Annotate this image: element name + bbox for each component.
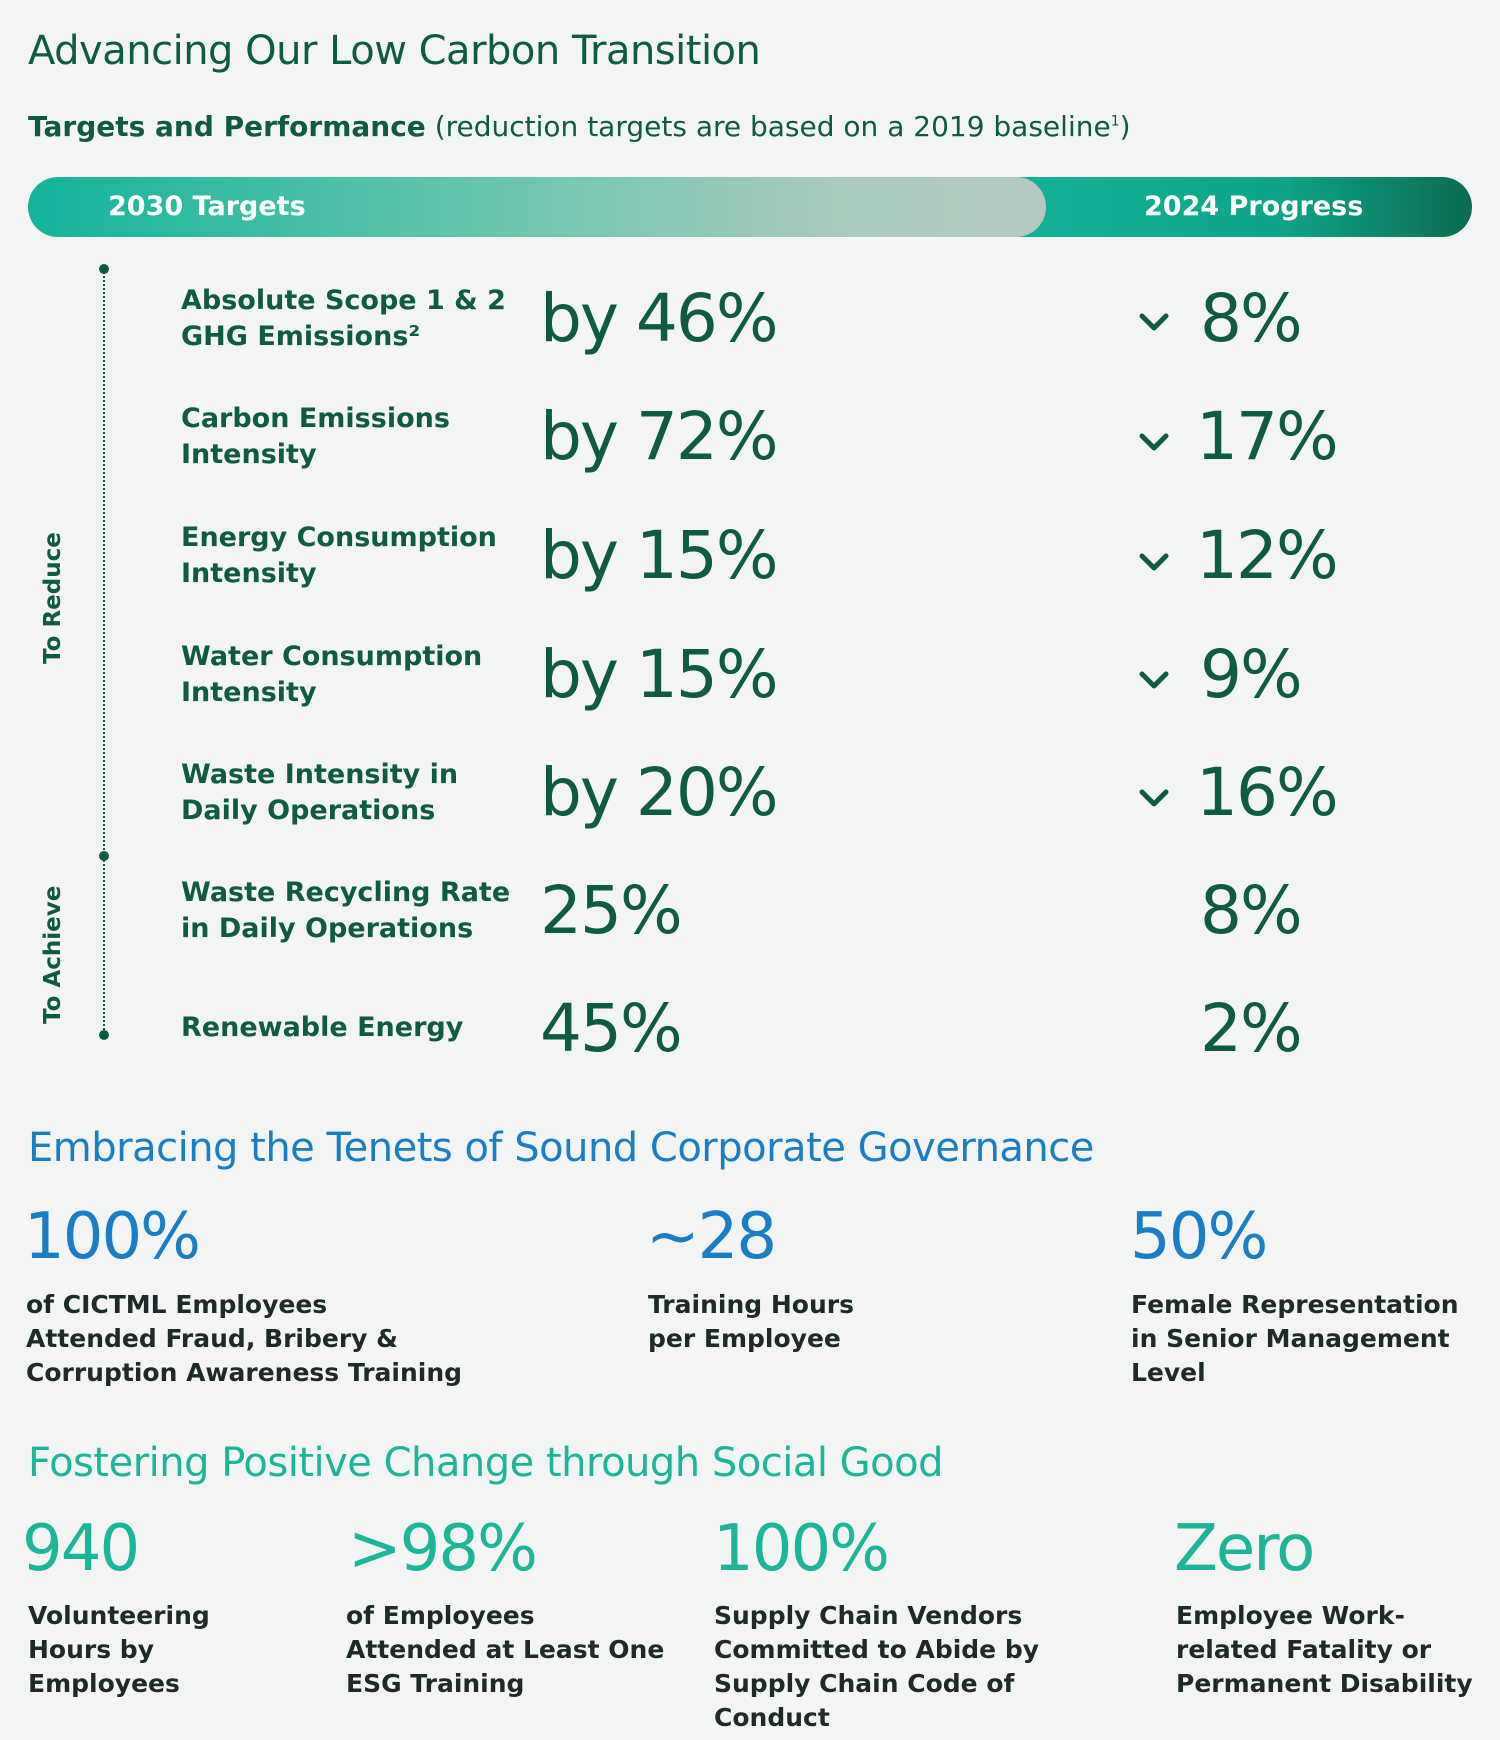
row-label-line1: Absolute Scope 1 & 2 xyxy=(181,285,506,316)
row-label-line2: Intensity xyxy=(181,439,317,470)
section-title-governance: Embracing the Tenets of Sound Corporate … xyxy=(28,1125,1094,1171)
desc-line: related Fatality or xyxy=(1176,1635,1432,1664)
row-target-scope12: by 46% xyxy=(540,280,779,357)
desc-line: ESG Training xyxy=(346,1669,525,1698)
row-label-carbon-intensity: Carbon Emissions Intensity xyxy=(181,401,511,473)
governance-stat-desc: Female Representation in Senior Manageme… xyxy=(1131,1288,1491,1390)
desc-line: of CICTML Employees xyxy=(26,1290,328,1319)
row-label-waste-intensity: Waste Intensity in Daily Operations xyxy=(181,757,511,829)
desc-line: in Senior Management xyxy=(1131,1324,1450,1353)
social-stat-desc: Employee Work- related Fatality or Perma… xyxy=(1176,1599,1496,1701)
targets-subtitle: Targets and Performance (reduction targe… xyxy=(28,110,1131,143)
row-target-carbon-intensity: by 72% xyxy=(540,398,779,475)
chevron-down-icon xyxy=(1139,553,1169,571)
desc-line: per Employee xyxy=(648,1324,841,1353)
row-label-line2: GHG Emissions² xyxy=(181,321,421,352)
row-label-line2: Daily Operations xyxy=(181,795,436,826)
subtitle-rest: (reduction targets are based on a 2019 b… xyxy=(425,110,1111,143)
row-label-line2: in Daily Operations xyxy=(181,913,474,944)
timeline-line xyxy=(103,268,105,1034)
timeline-dot-start xyxy=(99,264,109,274)
group-label-achieve: To Achieve xyxy=(40,885,66,1024)
row-label-recycling-rate: Waste Recycling Rate in Daily Operations xyxy=(181,875,511,947)
desc-line: Hours by xyxy=(28,1635,155,1664)
row-label-energy-intensity: Energy Consumption Intensity xyxy=(181,520,511,592)
desc-line: Corruption Awareness Training xyxy=(26,1358,463,1387)
desc-line: Attended Fraud, Bribery & xyxy=(26,1324,398,1353)
row-label-line1: Waste Intensity in xyxy=(181,759,459,790)
chevron-down-icon xyxy=(1139,313,1169,331)
timeline-dot-middle xyxy=(99,851,109,861)
governance-stat-value: ~28 xyxy=(646,1200,777,1274)
social-stat-value: 940 xyxy=(22,1512,140,1586)
governance-stat-desc: Training Hours per Employee xyxy=(648,1288,1048,1356)
desc-line: of Employees xyxy=(346,1601,535,1630)
governance-stat-value: 50% xyxy=(1130,1200,1268,1274)
desc-line: Employees xyxy=(28,1669,180,1698)
social-stat-value: Zero xyxy=(1174,1512,1315,1586)
social-stat-value: 100% xyxy=(713,1512,890,1586)
row-progress-carbon-intensity: 17% xyxy=(1196,398,1339,475)
desc-line: Volunteering xyxy=(28,1601,210,1630)
row-progress-renewable-energy: 2% xyxy=(1200,990,1303,1067)
row-label-renewable-energy: Renewable Energy xyxy=(181,1010,511,1046)
group-label-reduce: To Reduce xyxy=(40,532,66,664)
row-target-recycling-rate: 25% xyxy=(540,872,683,949)
row-progress-water-intensity: 9% xyxy=(1200,636,1303,713)
progress-header-bar xyxy=(988,177,1472,237)
desc-line: Conduct xyxy=(714,1703,830,1732)
progress-header-label: 2024 Progress xyxy=(1144,191,1364,222)
governance-stat-value: 100% xyxy=(24,1200,201,1274)
row-progress-scope12: 8% xyxy=(1200,280,1303,357)
row-label-line1: Energy Consumption xyxy=(181,522,497,553)
subtitle-bold: Targets and Performance xyxy=(28,110,426,143)
row-label-line2: Intensity xyxy=(181,677,317,708)
row-progress-waste-intensity: 16% xyxy=(1196,754,1339,831)
row-target-waste-intensity: by 20% xyxy=(540,754,779,831)
footnote-marker: 1 xyxy=(1110,113,1120,130)
social-stat-desc: Supply Chain Vendors Committed to Abide … xyxy=(714,1599,1114,1735)
row-label-line1: Carbon Emissions xyxy=(181,403,450,434)
row-progress-recycling-rate: 8% xyxy=(1200,872,1303,949)
row-label-line2: Intensity xyxy=(181,558,317,589)
desc-line: Training Hours xyxy=(648,1290,854,1319)
social-stat-value: >98% xyxy=(348,1512,538,1586)
row-target-water-intensity: by 15% xyxy=(540,636,779,713)
desc-line: Supply Chain Vendors xyxy=(714,1601,1023,1630)
desc-line: Female Representation xyxy=(1131,1290,1459,1319)
targets-header-bar xyxy=(28,177,1046,237)
governance-stat-desc: of CICTML Employees Attended Fraud, Brib… xyxy=(26,1288,546,1390)
row-label-line1: Waste Recycling Rate xyxy=(181,877,511,908)
timeline-dot-end xyxy=(99,1030,109,1040)
row-progress-energy-intensity: 12% xyxy=(1196,517,1339,594)
desc-line: Permanent Disability xyxy=(1176,1669,1473,1698)
chevron-down-icon xyxy=(1139,789,1169,807)
desc-line: Attended at Least One xyxy=(346,1635,665,1664)
desc-line: Supply Chain Code of xyxy=(714,1669,1015,1698)
targets-header-label: 2030 Targets xyxy=(108,191,306,222)
desc-line: Employee Work- xyxy=(1176,1601,1405,1630)
row-target-energy-intensity: by 15% xyxy=(540,517,779,594)
desc-line: Committed to Abide by xyxy=(714,1635,1040,1664)
desc-line: Level xyxy=(1131,1358,1206,1387)
row-target-renewable-energy: 45% xyxy=(540,990,683,1067)
subtitle-close: ) xyxy=(1119,110,1131,143)
row-label-water-intensity: Water Consumption Intensity xyxy=(181,639,511,711)
row-label-scope12: Absolute Scope 1 & 2 GHG Emissions² xyxy=(181,283,511,355)
social-stat-desc: Volunteering Hours by Employees xyxy=(28,1599,328,1701)
social-stat-desc: of Employees Attended at Least One ESG T… xyxy=(346,1599,706,1701)
chevron-down-icon xyxy=(1139,671,1169,689)
chevron-down-icon xyxy=(1139,433,1169,451)
row-label-line1: Water Consumption xyxy=(181,641,483,672)
section-title-social: Fostering Positive Change through Social… xyxy=(28,1440,944,1486)
section-title-low-carbon: Advancing Our Low Carbon Transition xyxy=(28,28,761,74)
row-label-line1: Renewable Energy xyxy=(181,1012,464,1043)
